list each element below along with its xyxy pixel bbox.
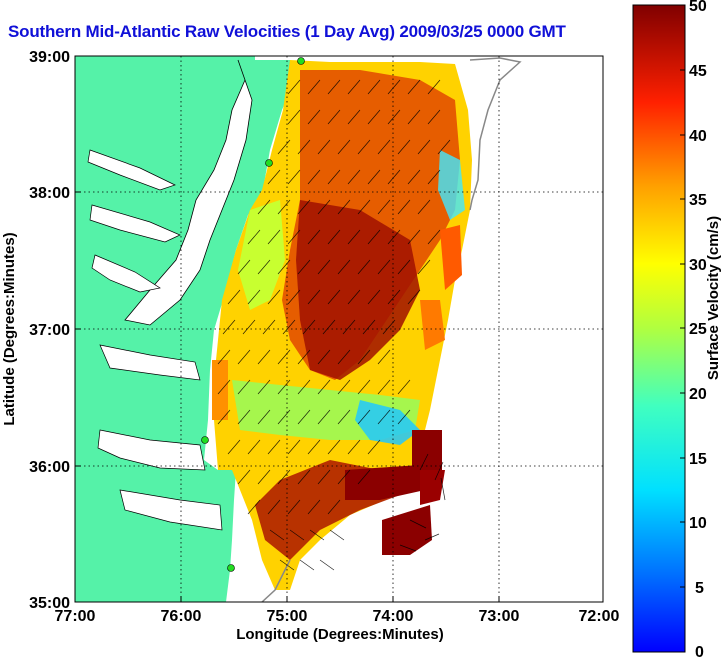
colorbar-tick-label: 10 — [689, 515, 707, 532]
x-tick-label: 72:00 — [579, 608, 620, 625]
colorbar-tick-label: 5 — [695, 580, 704, 597]
x-tick-label: 77:00 — [55, 608, 96, 625]
x-axis-label: Longitude (Degrees:Minutes) — [236, 626, 444, 643]
y-tick-label: 36:00 — [29, 459, 70, 476]
x-tick-label: 76:00 — [161, 608, 202, 625]
y-axis-label: Latitude (Degrees:Minutes) — [1, 232, 18, 425]
colorbar-tick-label: 25 — [689, 321, 707, 338]
y-tick-label: 38:00 — [29, 185, 70, 202]
colorbar-label: Surface Velocity (cm/s) — [705, 216, 722, 380]
y-tick-label: 37:00 — [29, 322, 70, 339]
colorbar-tick-label: 30 — [689, 257, 707, 274]
grid-lines — [75, 56, 603, 602]
y-tick-label: 35:00 — [29, 595, 70, 612]
velocity-vectors — [217, 79, 451, 571]
shelf-contour — [469, 57, 522, 211]
colorbar-tick-label: 45 — [689, 63, 707, 80]
y-tick-label: 39:00 — [29, 49, 70, 66]
x-tick-label: 73:00 — [479, 608, 520, 625]
radar-stations — [201, 57, 305, 572]
velocity-field — [212, 60, 472, 590]
x-tick-label: 75:00 — [267, 608, 308, 625]
colorbar-tick-label: 0 — [695, 644, 704, 659]
colorbar-tick-label: 35 — [689, 192, 707, 209]
map-title: Southern Mid-Atlantic Raw Velocities (1 … — [8, 22, 566, 41]
bay-water — [124, 59, 253, 326]
x-tick-label: 74:00 — [373, 608, 414, 625]
colorbar-tick-label: 40 — [689, 128, 707, 145]
colorbar — [632, 4, 686, 653]
colorbar-tick-label: 50 — [689, 0, 707, 15]
colorbar-tick-label: 15 — [689, 451, 707, 468]
colorbar-tick-label: 20 — [689, 386, 707, 403]
